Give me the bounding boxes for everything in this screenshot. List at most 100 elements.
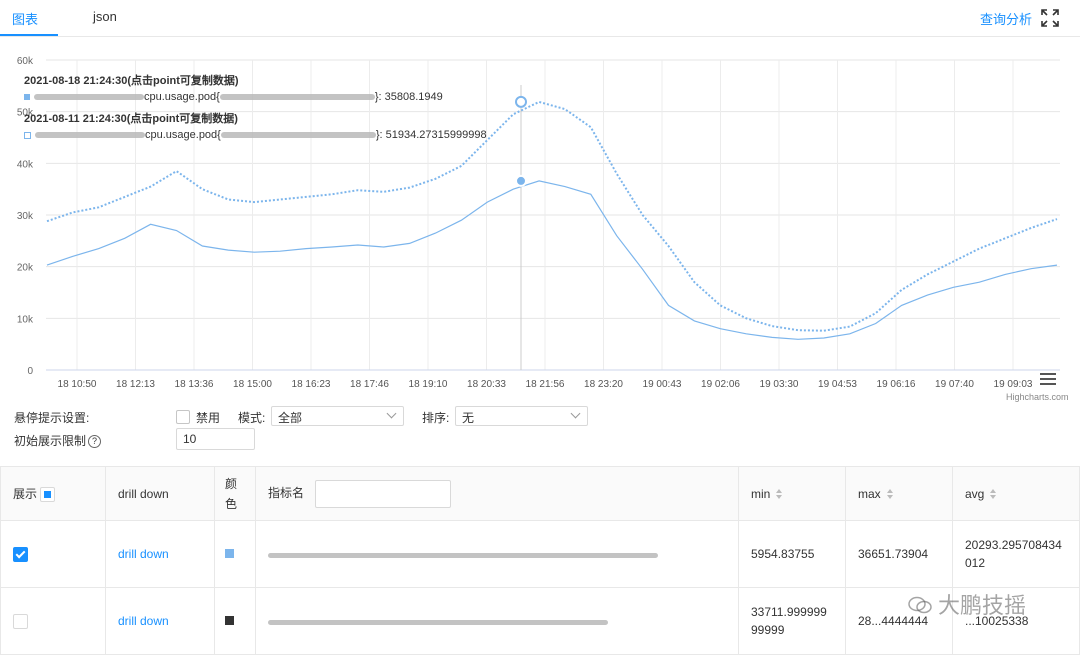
expand-icon[interactable] [1041, 9, 1059, 27]
col-max[interactable]: max [845, 466, 953, 521]
redacted-metric-name [268, 620, 608, 625]
tooltip-title: 2021-08-18 21:24:30(点击point可复制数据) [24, 75, 239, 87]
x-tick-label: 19 03:30 [760, 379, 799, 390]
row-show-checkbox[interactable] [13, 546, 28, 562]
query-analysis-link[interactable]: 查询分析 [980, 12, 1033, 27]
hover-point-marker [515, 95, 527, 108]
tooltip-point-1: 2021-08-18 21:24:30(点击point可复制数据) cpu.us… [24, 72, 443, 103]
color-swatch[interactable] [225, 616, 234, 625]
row-avg: ...10025338 [952, 587, 1080, 655]
wechat-icon [908, 596, 932, 614]
col-max-label: max [858, 486, 881, 501]
disable-label: 禁用 [196, 411, 221, 425]
redacted-metric-name [268, 553, 658, 558]
x-tick-label: 18 17:46 [350, 379, 389, 390]
x-tick-label: 19 07:40 [935, 379, 974, 390]
x-tick-label: 18 23:20 [584, 379, 623, 390]
x-tick-label: 19 09:03 [994, 379, 1033, 390]
limit-label-text: 初始展示限制 [14, 434, 87, 448]
drill-down-link[interactable]: drill down [118, 614, 169, 628]
row-min: 33711.99999999999 [738, 587, 846, 655]
col-drill: drill down [105, 466, 215, 521]
row-min: 5954.83755 [738, 520, 846, 588]
row-color-cell [214, 587, 256, 655]
table-row: drill down 5954.83755 36651.73904 20293.… [0, 520, 1080, 588]
y-tick-label: 60k [17, 56, 34, 67]
series-marker-icon [24, 131, 31, 139]
row-max: 36651.73904 [845, 520, 953, 588]
chevron-down-icon [570, 408, 581, 419]
redacted-text [220, 132, 376, 138]
redacted-text [35, 132, 145, 138]
row-max: 28...4444444 [845, 587, 953, 655]
x-tick-label: 19 04:53 [818, 379, 857, 390]
y-tick-label: 10k [17, 314, 34, 325]
tab-json[interactable]: json [93, 9, 117, 24]
limit-input[interactable]: 10 [176, 428, 255, 450]
color-swatch[interactable] [225, 549, 234, 558]
x-tick-label: 19 06:16 [877, 379, 916, 390]
row-show-cell [0, 587, 106, 655]
series-marker-icon [24, 94, 30, 100]
tooltip-title: 2021-08-11 21:24:30(点击point可复制数据) [24, 113, 238, 125]
metrics-table: 展示 drill down 颜色 指标名 min max avg drill d… [0, 466, 1080, 655]
y-tick-label: 20k [17, 263, 34, 274]
y-tick-label: 0 [27, 366, 33, 377]
row-color-cell [214, 520, 256, 588]
hover-point-marker [515, 174, 527, 187]
mode-select-value: 全部 [278, 411, 303, 425]
row-drill-cell: drill down [105, 520, 215, 588]
tab-chart[interactable]: 图表 [12, 12, 39, 27]
tooltip-value: }: 35808.1949 [374, 91, 443, 103]
col-min-label: min [751, 486, 771, 501]
col-avg[interactable]: avg [952, 466, 1080, 521]
sort-label: 排序: [422, 411, 450, 425]
disable-checkbox[interactable] [176, 410, 190, 424]
col-min[interactable]: min [738, 466, 846, 521]
highcharts-credit[interactable]: Highcharts.com [1006, 392, 1069, 402]
mode-select[interactable]: 全部 [271, 406, 404, 426]
table-row: drill down 33711.99999999999 28...444444… [0, 587, 1080, 655]
col-color: 颜色 [214, 466, 256, 521]
col-metric-label: 指标名 [268, 485, 305, 500]
row-metric-cell [255, 520, 739, 588]
x-tick-label: 18 15:00 [233, 379, 272, 390]
watermark-text: 大鹏技摇 [938, 593, 1027, 618]
tooltip-point-2: 2021-08-11 21:24:30(点击point可复制数据) cpu.us… [24, 110, 487, 141]
hover-settings-label: 悬停提示设置: [14, 411, 90, 425]
row-show-cell [0, 520, 106, 588]
mode-label: 模式: [238, 411, 266, 425]
chevron-down-icon [386, 408, 397, 419]
metric-filter-input[interactable] [315, 479, 452, 508]
table-header-row: 展示 drill down 颜色 指标名 min max avg [0, 466, 1080, 521]
tooltip-value: }: 51934.27315999998 [375, 129, 487, 141]
row-show-checkbox[interactable] [13, 613, 28, 629]
sort-icon[interactable] [886, 489, 893, 500]
help-icon[interactable]: ? [88, 435, 102, 449]
x-tick-label: 18 21:56 [526, 379, 565, 390]
redacted-text [219, 94, 375, 100]
row-avg: 20293.295708434012 [952, 520, 1080, 588]
line-chart: 0 10k 20k 30k 40k 50k 60k 18 10:50 18 12:13 18 13… [17, 56, 1060, 390]
sort-icon[interactable] [776, 489, 783, 500]
drill-down-link[interactable]: drill down [118, 547, 169, 561]
sort-select-value: 无 [462, 411, 475, 425]
y-tick-label: 50k [17, 108, 34, 119]
col-show: 展示 [0, 466, 106, 521]
sort-select[interactable]: 无 [455, 406, 588, 426]
chart-menu-icon[interactable] [1040, 373, 1056, 385]
x-tick-label: 19 02:06 [701, 379, 740, 390]
row-metric-cell [255, 587, 739, 655]
sort-icon[interactable] [990, 489, 997, 500]
x-tick-label: 18 10:50 [58, 379, 97, 390]
top-tab-bar: 图表 json 查询分析 [0, 0, 1080, 37]
x-tick-label: 19 00:43 [643, 379, 682, 390]
limit-label: 初始展示限制? [14, 432, 102, 449]
active-tab-indicator [0, 34, 58, 36]
select-all-checkbox[interactable] [40, 487, 56, 503]
tooltip-label: cpu.usage.pod{ [144, 91, 220, 103]
row-drill-cell: drill down [105, 587, 215, 655]
x-tick-label: 18 12:13 [116, 379, 155, 390]
redacted-text [34, 94, 144, 100]
x-tick-label: 18 13:36 [175, 379, 214, 390]
